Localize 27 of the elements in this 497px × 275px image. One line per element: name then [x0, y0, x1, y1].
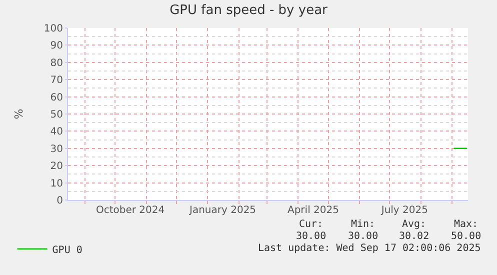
text: 30.00: [296, 231, 326, 242]
y-tick-label: 20: [50, 161, 63, 172]
text: Avg:: [402, 219, 426, 230]
y-tick-label: 50: [50, 110, 63, 120]
text: 50.00: [451, 231, 482, 242]
x-tick-label: July 2025: [380, 205, 428, 216]
text: Max:: [454, 219, 478, 230]
text: Cur:: [299, 219, 324, 230]
y-tick-label: 70: [50, 75, 63, 86]
y-tick-label: 40: [50, 126, 63, 138]
text: Last update: Wed Sep 17 02:00:06 2025: [258, 243, 481, 254]
x-tick-label: October 2024: [96, 205, 165, 216]
y-tick-label: 90: [50, 40, 63, 52]
y-axis-title: %: [12, 108, 26, 120]
y-tick-label: 100: [44, 24, 63, 34]
y-tick-label: 0: [56, 196, 63, 206]
x-tick-label: January 2025: [188, 205, 256, 216]
legend-label: GPU 0: [52, 244, 82, 256]
y-tick-label: 60: [50, 92, 63, 104]
x-tick-label: April 2025: [287, 205, 339, 216]
text: 30.02: [399, 231, 430, 242]
text: Min:: [351, 219, 376, 230]
y-tick-label: 30: [50, 144, 63, 155]
y-tick-label: 80: [50, 58, 63, 69]
text: 30.00: [348, 231, 378, 242]
chart-title: GPU fan speed - by year: [170, 3, 328, 18]
y-tick-label: 10: [50, 178, 63, 190]
